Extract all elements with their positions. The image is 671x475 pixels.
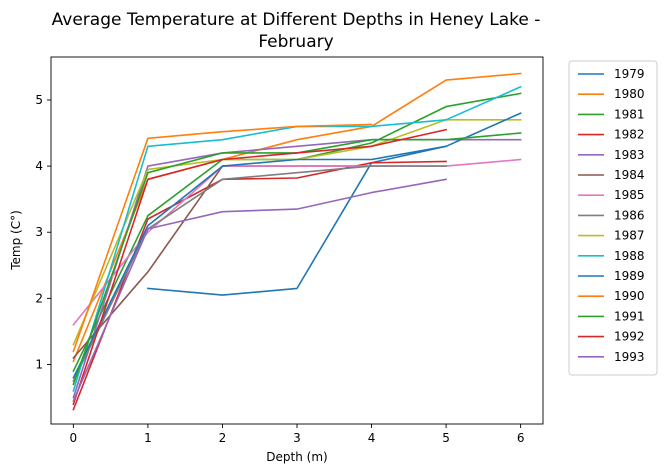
y-tick-label: 2 [35, 291, 43, 305]
y-axis-label: Temp (C°) [9, 210, 23, 271]
x-axis-label: Depth (m) [266, 450, 327, 464]
legend-label-1983: 1983 [614, 148, 645, 162]
series-line-1979 [147, 145, 448, 296]
x-axis: 0 1 2 3 4 5 6 [70, 424, 525, 445]
series-layer [72, 72, 522, 411]
y-axis: 1 2 3 4 5 [35, 93, 51, 371]
legend-label-1982: 1982 [614, 128, 645, 142]
x-tick-label: 1 [144, 431, 152, 445]
series-line-1984 [72, 165, 373, 360]
y-tick-label: 5 [35, 93, 43, 107]
series-line-1993 [72, 178, 448, 402]
series-line-1982 [72, 160, 447, 411]
x-tick-label: 4 [368, 431, 376, 445]
x-tick-label: 0 [70, 431, 78, 445]
x-tick-label: 5 [442, 431, 450, 445]
x-tick-label: 2 [219, 431, 227, 445]
legend-label-1984: 1984 [614, 168, 645, 182]
legend-label-1990: 1990 [614, 289, 645, 303]
series-line-1981 [72, 92, 522, 373]
legend-label-1981: 1981 [614, 107, 645, 121]
legend-label-1986: 1986 [614, 208, 645, 222]
chart-title-line-2: February [258, 32, 333, 52]
legend: 1979 1980 1981 1982 1983 1984 1985 1986 1987 1988… [568, 60, 658, 376]
legend-label-1992: 1992 [614, 330, 645, 344]
y-tick-label: 1 [35, 357, 43, 371]
series-line-1990 [72, 123, 373, 353]
chart-title-line-1: Average Temperature at Different Depths … [52, 10, 541, 30]
x-tick-label: 6 [517, 431, 525, 445]
legend-label-1985: 1985 [614, 188, 645, 202]
legend-label-1988: 1988 [614, 249, 645, 263]
legend-label-1979: 1979 [614, 67, 645, 81]
legend-label-1989: 1989 [614, 269, 645, 283]
y-tick-label: 4 [35, 159, 43, 173]
legend-label-1980: 1980 [614, 87, 645, 101]
series-line-1992 [72, 128, 448, 406]
x-tick-label: 3 [293, 431, 301, 445]
y-tick-label: 3 [35, 225, 43, 239]
legend-label-1991: 1991 [614, 309, 645, 323]
series-line-1989 [72, 112, 522, 379]
series-line-1986 [72, 165, 447, 383]
legend-label-1987: 1987 [614, 229, 645, 243]
legend-label-1993: 1993 [614, 350, 645, 364]
